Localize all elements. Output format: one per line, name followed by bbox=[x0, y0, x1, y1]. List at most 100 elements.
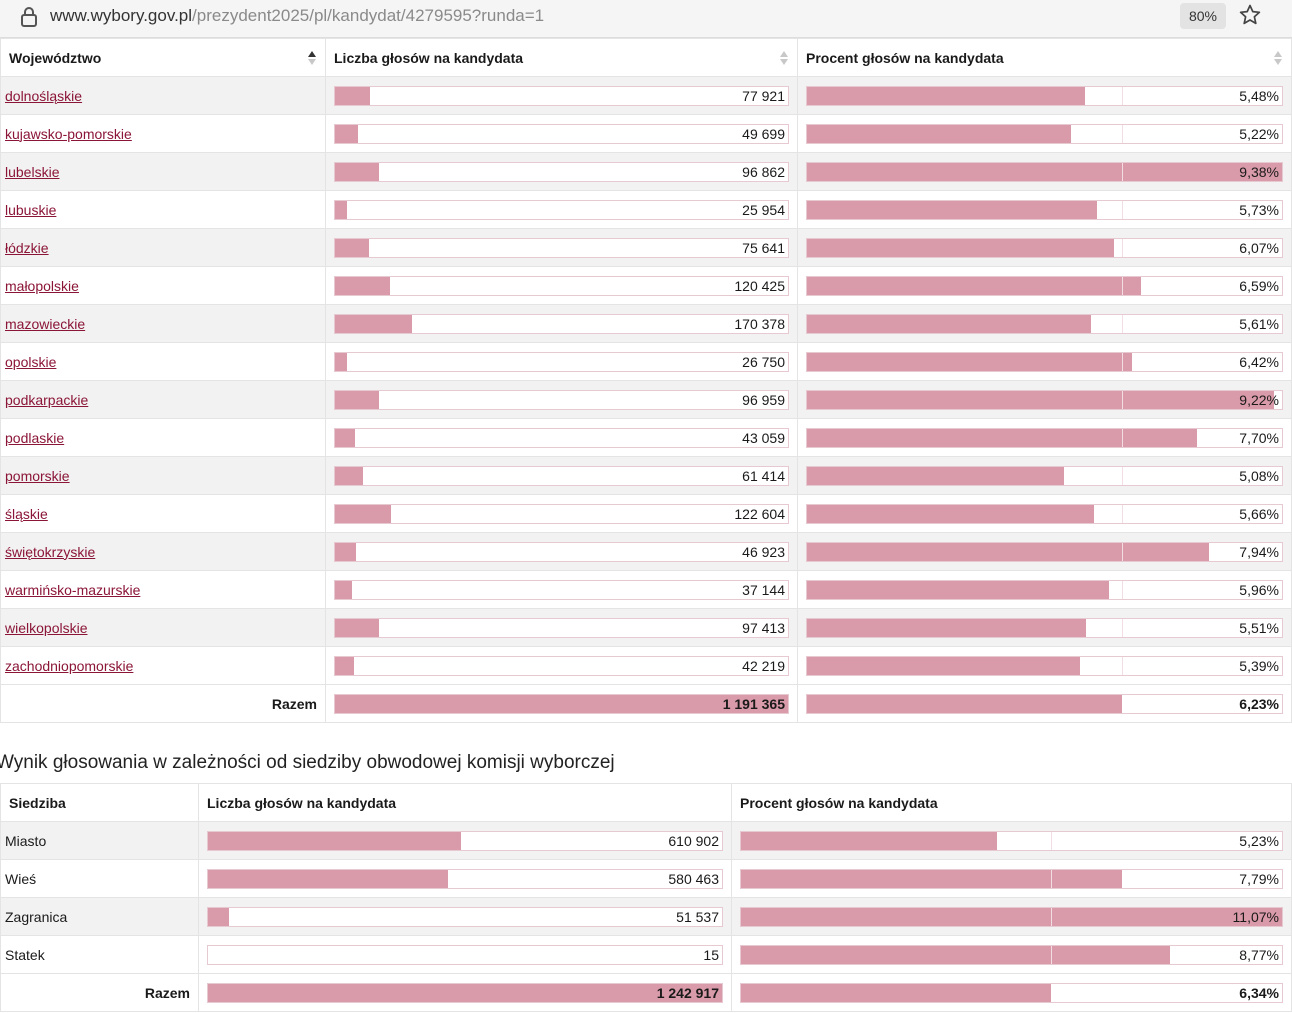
url-field[interactable]: www.wybory.gov.pl/prezydent2025/pl/kandy… bbox=[50, 6, 544, 26]
percent-bar-fill bbox=[741, 907, 1282, 926]
table-row: lubuskie 25 954 5,73% bbox=[0, 190, 1292, 229]
region-link[interactable]: świętokrzyskie bbox=[5, 543, 96, 560]
votes-value: 46 923 bbox=[742, 543, 785, 560]
percent-cell: 5,96% bbox=[797, 570, 1292, 609]
column-header-percent[interactable]: Procent głosów na kandydata bbox=[797, 38, 1292, 77]
votes-bar-fill bbox=[335, 504, 391, 523]
votes-value: 580 463 bbox=[668, 870, 719, 887]
sort-ascending-icon[interactable] bbox=[307, 50, 317, 66]
row-name-cell[interactable]: śląskie bbox=[0, 494, 326, 533]
table-row: dolnośląskie 77 921 5,48% bbox=[0, 76, 1292, 115]
row-name-cell[interactable]: małopolskie bbox=[0, 266, 326, 305]
seat-name: Zagranica bbox=[5, 908, 68, 925]
votes-bar: 122 604 bbox=[334, 503, 789, 524]
row-name-cell[interactable]: wielkopolskie bbox=[0, 608, 326, 647]
votes-bar-fill bbox=[335, 656, 355, 675]
row-name-cell[interactable]: świętokrzyskie bbox=[0, 532, 326, 571]
percent-bar-fill bbox=[807, 428, 1197, 447]
region-link[interactable]: podlaskie bbox=[5, 429, 65, 446]
percent-bar-fill bbox=[741, 945, 1170, 964]
reference-line bbox=[1122, 276, 1124, 295]
percent-cell: 5,66% bbox=[797, 494, 1292, 533]
row-name-cell[interactable]: kujawsko-pomorskie bbox=[0, 114, 326, 153]
region-link[interactable]: łódzkie bbox=[5, 239, 49, 256]
table-row: śląskie 122 604 5,66% bbox=[0, 494, 1292, 533]
percent-value: 9,38% bbox=[1239, 163, 1279, 180]
row-name-cell[interactable]: zachodniopomorskie bbox=[0, 646, 326, 685]
zoom-level-button[interactable]: 80% bbox=[1180, 3, 1226, 29]
percent-cell: 6,34% bbox=[731, 973, 1292, 1012]
row-name-cell[interactable]: pomorskie bbox=[0, 456, 326, 495]
percent-cell: 5,22% bbox=[797, 114, 1292, 153]
percent-value: 5,61% bbox=[1239, 315, 1279, 332]
row-name-cell[interactable]: łódzkie bbox=[0, 228, 326, 267]
votes-value: 49 699 bbox=[742, 125, 785, 142]
region-link[interactable]: warmińsko-mazurskie bbox=[5, 581, 141, 598]
region-link[interactable]: małopolskie bbox=[5, 277, 79, 294]
votes-value: 75 641 bbox=[742, 239, 785, 256]
url-host: www.wybory.gov.pl bbox=[50, 6, 193, 25]
region-link[interactable]: zachodniopomorskie bbox=[5, 657, 134, 674]
votes-bar-fill bbox=[208, 869, 449, 888]
votes-bar-fill bbox=[335, 314, 413, 333]
table-header-row: Województwo Liczba głosów na kandydata P… bbox=[0, 38, 1292, 77]
column-header-votes: Liczba głosów na kandydata bbox=[198, 783, 732, 822]
reference-line bbox=[1122, 200, 1124, 219]
votes-cell: 75 641 bbox=[325, 228, 798, 267]
region-link[interactable]: śląskie bbox=[5, 505, 48, 522]
column-header-region[interactable]: Województwo bbox=[0, 38, 326, 77]
percent-value: 7,94% bbox=[1239, 543, 1279, 560]
seat-name: Wieś bbox=[5, 870, 37, 887]
table-row: kujawsko-pomorskie 49 699 5,22% bbox=[0, 114, 1292, 153]
region-link[interactable]: opolskie bbox=[5, 353, 57, 370]
percent-bar: 11,07% bbox=[740, 906, 1283, 927]
region-link[interactable]: wielkopolskie bbox=[5, 619, 88, 636]
sort-icon[interactable] bbox=[779, 50, 789, 66]
row-name-cell[interactable]: dolnośląskie bbox=[0, 76, 326, 115]
percent-cell: 7,70% bbox=[797, 418, 1292, 457]
percent-bar-fill bbox=[807, 314, 1092, 333]
row-name-cell[interactable]: lubelskie bbox=[0, 152, 326, 191]
row-name-cell[interactable]: warmińsko-mazurskie bbox=[0, 570, 326, 609]
votes-bar: 42 219 bbox=[334, 655, 789, 676]
percent-cell: 9,22% bbox=[797, 380, 1292, 419]
table-row: podkarpackie 96 959 9,22% bbox=[0, 380, 1292, 419]
votes-bar-fill bbox=[335, 162, 379, 181]
row-name-cell[interactable]: lubuskie bbox=[0, 190, 326, 229]
percent-bar: 5,48% bbox=[806, 85, 1283, 106]
percent-cell: 7,94% bbox=[797, 532, 1292, 571]
region-link[interactable]: pomorskie bbox=[5, 467, 70, 484]
percent-cell: 6,23% bbox=[797, 684, 1292, 723]
row-name-cell[interactable]: podkarpackie bbox=[0, 380, 326, 419]
bookmark-star-icon[interactable] bbox=[1238, 3, 1262, 27]
percent-bar-fill bbox=[807, 504, 1094, 523]
region-link[interactable]: lubelskie bbox=[5, 163, 60, 180]
percent-bar-fill bbox=[741, 983, 1051, 1002]
row-name-cell[interactable]: mazowieckie bbox=[0, 304, 326, 343]
region-link[interactable]: mazowieckie bbox=[5, 315, 86, 332]
votes-cell: 96 959 bbox=[325, 380, 798, 419]
reference-line bbox=[1122, 124, 1124, 143]
votes-cell: 49 699 bbox=[325, 114, 798, 153]
percent-bar-fill bbox=[741, 831, 997, 850]
table-row: wielkopolskie 97 413 5,51% bbox=[0, 608, 1292, 647]
row-name-cell[interactable]: podlaskie bbox=[0, 418, 326, 457]
region-link[interactable]: kujawsko-pomorskie bbox=[5, 125, 132, 142]
region-link[interactable]: dolnośląskie bbox=[5, 87, 83, 104]
percent-bar-fill bbox=[741, 869, 1122, 888]
votes-cell: 610 902 bbox=[198, 821, 732, 860]
votes-value: 15 bbox=[703, 946, 719, 963]
sort-icon[interactable] bbox=[1273, 50, 1283, 66]
column-header-label: Liczba głosów na kandydata bbox=[334, 49, 524, 66]
votes-cell: 25 954 bbox=[325, 190, 798, 229]
row-name-cell[interactable]: opolskie bbox=[0, 342, 326, 381]
table-row: pomorskie 61 414 5,08% bbox=[0, 456, 1292, 495]
region-link[interactable]: podkarpackie bbox=[5, 391, 89, 408]
region-link[interactable]: lubuskie bbox=[5, 201, 57, 218]
percent-bar: 6,23% bbox=[806, 693, 1283, 714]
percent-cell: 5,39% bbox=[797, 646, 1292, 685]
column-header-votes[interactable]: Liczba głosów na kandydata bbox=[325, 38, 798, 77]
percent-value: 5,39% bbox=[1239, 657, 1279, 674]
reference-line bbox=[1122, 542, 1124, 561]
percent-cell: 6,42% bbox=[797, 342, 1292, 381]
